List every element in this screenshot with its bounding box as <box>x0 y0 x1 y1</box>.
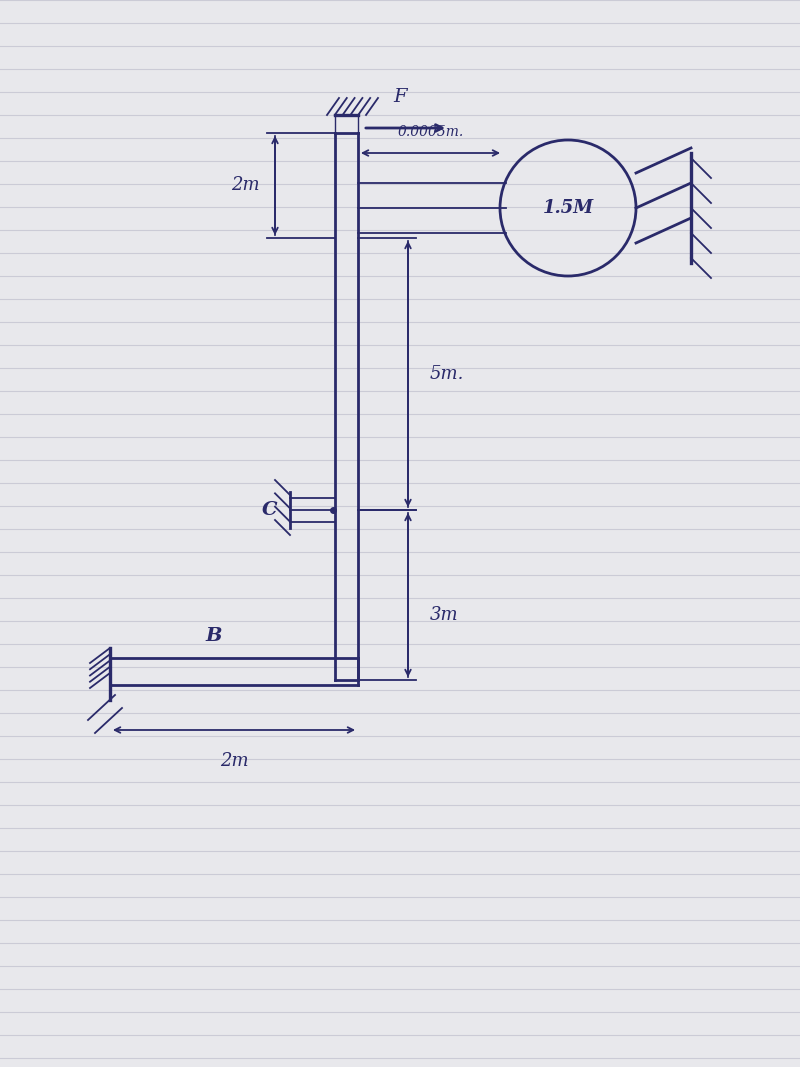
Text: 2m: 2m <box>220 752 248 770</box>
Text: 1.5M: 1.5M <box>542 200 594 217</box>
Text: F: F <box>394 87 407 106</box>
Text: 0.0005m.: 0.0005m. <box>398 125 464 139</box>
Text: C: C <box>262 501 278 519</box>
Text: 5m.: 5m. <box>430 365 464 383</box>
Text: 3m: 3m <box>430 606 458 624</box>
Text: 2m: 2m <box>230 176 259 194</box>
Text: B: B <box>206 627 222 644</box>
